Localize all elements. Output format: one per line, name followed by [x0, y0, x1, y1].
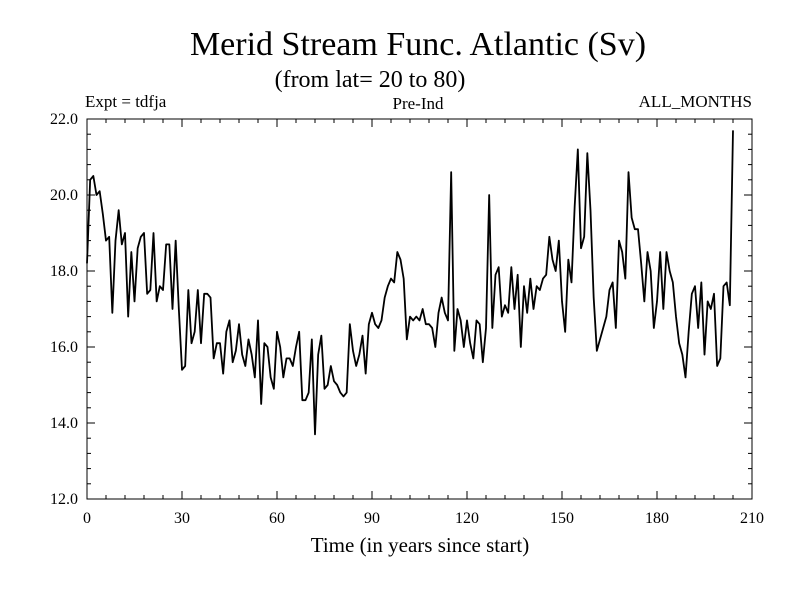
x-tick-label: 30 [174, 510, 190, 527]
y-tick-label: 16.0 [50, 339, 78, 356]
months-label: ALL_MONTHS [639, 92, 752, 111]
x-tick-label: 0 [83, 510, 91, 527]
chart-subtitle: (from lat= 20 to 80) [275, 67, 466, 93]
series-line [86, 130, 734, 436]
x-tick-label: 120 [455, 510, 479, 527]
x-tick-label: 210 [740, 510, 764, 527]
x-axis-label: Time (in years since start) [311, 533, 530, 557]
plot-frame [86, 118, 753, 500]
y-tick-label: 14.0 [50, 415, 78, 432]
x-tick-label: 150 [550, 510, 574, 527]
axis-ticks [86, 118, 753, 500]
y-tick-label: 22.0 [50, 111, 78, 128]
x-tick-label: 180 [645, 510, 669, 527]
y-tick-label: 12.0 [50, 491, 78, 508]
y-axis-tick-labels: 12.0 14.0 16.0 18.0 20.0 22.0 [50, 111, 78, 508]
y-tick-label: 18.0 [50, 263, 78, 280]
x-axis-tick-labels: 0 30 60 90 120 150 180 210 [83, 510, 764, 527]
experiment-label: Expt = tdfja [85, 92, 167, 111]
x-tick-label: 90 [364, 510, 380, 527]
y-tick-label: 20.0 [50, 187, 78, 204]
period-label: Pre-Ind [393, 94, 444, 113]
x-tick-label: 60 [269, 510, 285, 527]
chart-title: Merid Stream Func. Atlantic (Sv) [190, 26, 646, 63]
